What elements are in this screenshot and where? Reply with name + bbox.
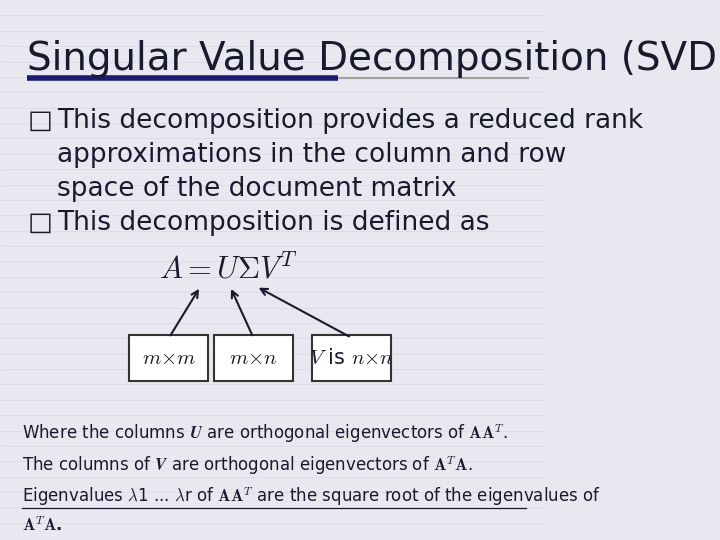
Text: Eigenvalues $\lambda$1 ... $\lambda$r of $\mathbf{AA}^T$ are the square root of : Eigenvalues $\lambda$1 ... $\lambda$r of… [22, 485, 600, 508]
Text: $\mathbf{A}^T\mathbf{A}$.: $\mathbf{A}^T\mathbf{A}$. [22, 516, 62, 535]
Text: This decomposition is defined as: This decomposition is defined as [57, 210, 490, 236]
Text: □: □ [27, 210, 52, 236]
Text: $m{\times}n$: $m{\times}n$ [229, 348, 278, 368]
Text: $A = U\Sigma V^T$: $A = U\Sigma V^T$ [159, 254, 298, 285]
Text: $m{\times}m$: $m{\times}m$ [142, 348, 196, 368]
Text: The columns of $\bfit{V}$ are orthogonal eigenvectors of $\mathbf{A}^T\mathbf{A}: The columns of $\bfit{V}$ are orthogonal… [22, 454, 472, 476]
Text: Singular Value Decomposition (SVD): Singular Value Decomposition (SVD) [27, 40, 720, 78]
FancyBboxPatch shape [312, 335, 391, 381]
FancyBboxPatch shape [214, 335, 293, 381]
Text: This decomposition provides a reduced rank
approximations in the column and row
: This decomposition provides a reduced ra… [57, 107, 644, 201]
Text: □: □ [27, 107, 52, 134]
Text: Where the columns $\bfit{U}$ are orthogonal eigenvectors of $\mathbf{AA}^T$.: Where the columns $\bfit{U}$ are orthogo… [22, 422, 508, 446]
FancyBboxPatch shape [130, 335, 209, 381]
Text: $V$ is $n{\times}n$: $V$ is $n{\times}n$ [309, 348, 394, 368]
